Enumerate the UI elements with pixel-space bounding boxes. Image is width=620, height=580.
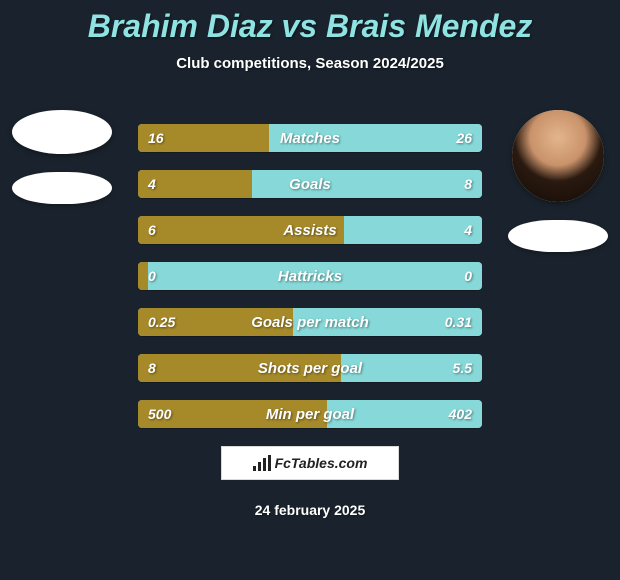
stat-row: 00Hattricks: [138, 262, 482, 290]
logo-text: FcTables.com: [275, 455, 368, 471]
player-left-avatar: [12, 110, 112, 154]
player-left-slot: [12, 110, 112, 204]
stat-label: Assists: [138, 216, 482, 244]
stat-label: Hattricks: [138, 262, 482, 290]
player-right-photo: [512, 110, 604, 202]
stat-row: 48Goals: [138, 170, 482, 198]
page-title: Brahim Diaz vs Brais Mendez: [0, 0, 620, 45]
stat-label: Shots per goal: [138, 354, 482, 382]
player-right-slot: [508, 110, 608, 252]
comparison-infographic: Brahim Diaz vs Brais Mendez Club competi…: [0, 0, 620, 580]
stat-label: Goals: [138, 170, 482, 198]
stats-table: 1626Matches 48Goals 64Assists 00Hattricks 0.…: [138, 124, 482, 428]
stat-row: 500402Min per goal: [138, 400, 482, 428]
stat-label: Goals per match: [138, 308, 482, 336]
player-right-club-pill: [508, 220, 608, 252]
logo-bars-icon: [253, 455, 271, 471]
stat-label: Matches: [138, 124, 482, 152]
page-subtitle: Club competitions, Season 2024/2025: [0, 55, 620, 72]
date-label: 24 february 2025: [0, 502, 620, 518]
stat-label: Min per goal: [138, 400, 482, 428]
fctables-logo: FcTables.com: [221, 446, 399, 480]
stat-row: 1626Matches: [138, 124, 482, 152]
stat-row: 64Assists: [138, 216, 482, 244]
stat-row: 85.5Shots per goal: [138, 354, 482, 382]
stat-row: 0.250.31Goals per match: [138, 308, 482, 336]
player-left-club-pill: [12, 172, 112, 204]
player-right-avatar: [512, 110, 604, 202]
